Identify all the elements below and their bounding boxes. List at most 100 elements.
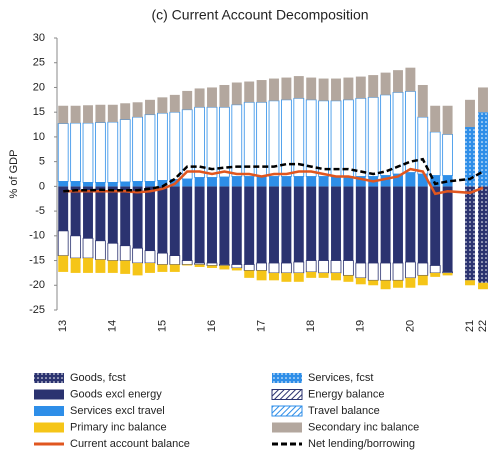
bar-segment <box>70 105 81 124</box>
bar-segment <box>293 176 304 187</box>
bar-segment <box>318 260 329 274</box>
y-tick-label: 20 <box>33 81 45 93</box>
x-tick-label: 21 <box>464 320 476 332</box>
bar-segment <box>331 272 341 281</box>
bar-segment <box>256 262 267 271</box>
bar-segment <box>417 84 428 118</box>
legend-label: Travel balance <box>308 405 380 417</box>
bar-segment <box>293 76 304 99</box>
bar-segment <box>57 123 69 182</box>
bar-segment <box>132 102 143 118</box>
bar-segment <box>417 174 428 187</box>
bar-segment <box>405 172 416 187</box>
bar-segment <box>194 88 205 108</box>
bar-segment <box>318 100 329 177</box>
bar-segment <box>219 264 230 266</box>
bar-segment <box>107 260 118 273</box>
y-axis-label: % of GDP <box>8 150 20 199</box>
bar-segment <box>95 186 106 241</box>
x-tick-label: 15 <box>156 320 168 332</box>
bar-segment <box>281 77 292 100</box>
bar-segment <box>380 175 391 187</box>
bar-segment <box>393 174 403 187</box>
bar-segment <box>281 272 292 282</box>
y-tick-label: 15 <box>33 106 45 118</box>
y-tick-label: -20 <box>29 279 45 291</box>
bar-segment <box>478 87 488 113</box>
bar-segment <box>256 80 267 103</box>
x-tick-label: 19 <box>355 320 367 332</box>
bar-segment <box>244 81 255 103</box>
bar-segment <box>465 99 475 128</box>
bar-segment <box>355 186 366 264</box>
bar-segment <box>95 104 106 123</box>
bar-segment <box>120 103 131 120</box>
bar-segment <box>157 180 168 187</box>
bar-segment <box>429 131 441 176</box>
bar-segment <box>58 186 69 231</box>
y-tick-label: 5 <box>39 156 45 168</box>
bar-segment <box>132 186 143 249</box>
bar-segment <box>305 260 317 273</box>
bar-segment <box>380 94 391 176</box>
bar-segment <box>83 182 93 187</box>
bar-segment <box>120 181 131 187</box>
bar-segment <box>306 271 317 278</box>
bar-segment <box>430 105 441 132</box>
bar-segment <box>417 275 428 286</box>
bar-segment <box>169 94 180 113</box>
legend-swatch <box>34 422 64 433</box>
bar-segment <box>417 186 428 264</box>
bar-segment <box>119 245 131 261</box>
bar-segment <box>393 280 403 288</box>
bar-segment <box>207 177 217 187</box>
legend-label: Energy balance <box>308 388 384 400</box>
bar-segment <box>318 78 329 101</box>
bar-segment <box>343 99 354 177</box>
x-tick-label: 20 <box>404 320 416 332</box>
legend-swatch <box>34 373 64 383</box>
x-tick-label: 16 <box>206 320 218 332</box>
bar-segment <box>306 186 317 261</box>
bar-segment <box>478 186 488 283</box>
bar-segment <box>144 250 156 264</box>
bar-segment <box>194 264 205 267</box>
y-tick-label: -5 <box>35 205 45 217</box>
bar-segment <box>405 186 416 263</box>
legend-swatch <box>34 406 64 416</box>
x-tick-label: 13 <box>57 320 69 332</box>
bar-segment <box>157 252 168 265</box>
bar-segment <box>393 186 403 264</box>
legend-label: Net lending/borrowing <box>308 438 415 450</box>
bar-segment <box>442 272 453 276</box>
bar-segment <box>107 121 119 183</box>
bar-segment <box>70 181 81 187</box>
bar-segment <box>58 255 69 272</box>
bar-segment <box>182 178 193 187</box>
bar-segment <box>169 186 180 256</box>
bar-segment <box>330 100 342 177</box>
y-tick-label: -25 <box>29 304 45 316</box>
bar-segment <box>355 176 366 187</box>
bar-segment <box>293 186 304 263</box>
bar-segment <box>442 175 453 187</box>
bar-segment <box>219 176 230 187</box>
bar-segment <box>182 264 193 266</box>
bar-segment <box>157 97 168 114</box>
bar-segment <box>83 186 93 239</box>
bar-segment <box>120 186 131 246</box>
bar-segment <box>331 186 341 261</box>
bar-segment <box>206 106 218 178</box>
bar-segment <box>429 265 441 274</box>
bar-segment <box>380 280 391 290</box>
legend-swatch <box>34 389 64 400</box>
bar-segment <box>281 186 292 264</box>
legend-label: Services, fcst <box>308 372 373 384</box>
legend-label: Secondary inc balance <box>308 421 419 433</box>
bar-segment <box>182 186 193 261</box>
bar-segment <box>132 263 143 276</box>
bar-segment <box>82 122 94 183</box>
y-tick-label: -10 <box>29 230 45 242</box>
legend-swatch <box>272 373 302 383</box>
bar-segment <box>355 262 367 279</box>
